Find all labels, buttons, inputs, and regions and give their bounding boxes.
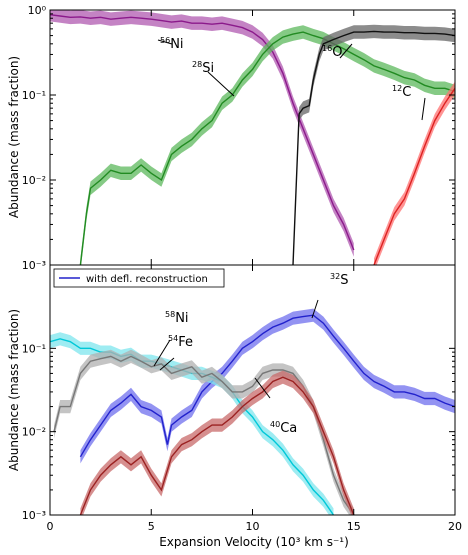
annotation-label: 16O (322, 44, 342, 60)
series-band-3 (80, 370, 354, 515)
annotation-pointer (207, 71, 235, 97)
y-tick-label: 10⁻³ (22, 259, 46, 272)
series-line-3 (373, 87, 455, 265)
series-band-1 (80, 25, 455, 265)
series-band-3 (374, 81, 455, 265)
x-axis-label: Expansion Velocity (10³ km s⁻¹) (159, 535, 349, 549)
x-tick-label: 5 (148, 520, 155, 533)
series-line-1 (79, 31, 455, 265)
annotation-pointer (421, 97, 426, 121)
annotation-pointer (153, 339, 171, 367)
series-band-0 (80, 308, 455, 464)
annotation-label: 54Fe (168, 334, 193, 350)
x-tick-label: 10 (246, 520, 260, 533)
y-tick-label: 10⁻¹ (22, 89, 46, 102)
plot-frame (49, 9, 456, 266)
y-tick-label: 10⁻³ (22, 509, 46, 522)
annotation-label: 28Si (192, 60, 214, 76)
series-line-2 (292, 30, 455, 265)
plot-area (50, 10, 455, 265)
annotation-label: 12C (392, 84, 411, 100)
series-line-3 (79, 376, 355, 515)
annotation-pointer (157, 39, 173, 45)
series-line-0 (79, 314, 455, 458)
annotation-pointer (339, 43, 353, 59)
annotation-label: 32S (330, 272, 348, 288)
annotation-label: 40Ca (270, 420, 297, 436)
legend-box (53, 268, 225, 288)
y-tick-label: 10⁻² (22, 426, 46, 439)
series-line-0 (50, 14, 355, 251)
x-tick-label: 15 (347, 520, 361, 533)
annotation-pointer (311, 299, 319, 319)
plot-area (50, 308, 455, 515)
y-tick-label: 10⁻¹ (22, 342, 46, 355)
y-axis-label-bottom: Abundance (mass fraction) (7, 309, 21, 471)
series-band-2 (54, 349, 354, 515)
panel-top: 10⁰ 10⁻¹ 10⁻² 10⁻³ 56Ni 28Si 16O 12C (22, 4, 456, 272)
x-tick-label: 0 (47, 520, 54, 533)
annotation-label: 58Ni (165, 310, 189, 326)
legend: with defl. reconstruction (53, 268, 225, 288)
annotation-label: 56Ni (160, 36, 184, 52)
y-tick-label: 10⁰ (28, 4, 47, 17)
y-axis-label-top: Abundance (mass fraction) (7, 56, 21, 218)
legend-label: with defl. reconstruction (86, 274, 208, 285)
y-tick-label: 10⁻² (22, 174, 46, 187)
annotation-pointer (159, 357, 175, 371)
x-tick-label: 20 (448, 520, 462, 533)
annotation-pointer (254, 377, 271, 399)
panel-bottom: 10⁻¹ 10⁻² 10⁻³0 5 10 15 20 32S 58Ni 54Fe 40Ca with … (22, 264, 462, 533)
